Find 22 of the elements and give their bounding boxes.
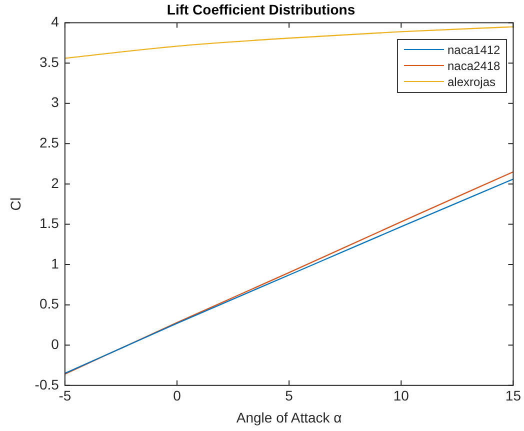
x-tick-label: 10 <box>393 388 410 404</box>
y-tick-label: 4 <box>51 14 60 30</box>
y-tick-label: 1 <box>51 255 60 272</box>
y-tick-label: 3.5 <box>39 54 60 70</box>
y-axis-title: Cl <box>7 197 24 211</box>
y-tick-label: 0.5 <box>39 296 60 312</box>
x-tick-label: 15 <box>505 388 522 404</box>
y-tick-label: 3 <box>51 94 60 110</box>
x-tick-label: 5 <box>285 388 294 404</box>
chart-title: Lift Coefficient Distributions <box>166 1 356 18</box>
y-tick-label: 2 <box>51 174 60 191</box>
y-tick-label: 1.5 <box>39 215 60 232</box>
legend-label: naca1412 <box>448 42 500 57</box>
legend-label: alexrojas <box>448 74 496 89</box>
line-series <box>64 26 514 59</box>
y-tick-label: 2.5 <box>39 134 60 151</box>
y-tick-label: -0.5 <box>34 376 60 392</box>
x-axis-title: Angle of Attack α <box>236 409 342 426</box>
x-tick-label: 0 <box>173 388 182 404</box>
x-tick-label: -5 <box>58 388 72 404</box>
legend-label: naca2418 <box>448 58 500 73</box>
y-tick-label: 0 <box>51 336 60 352</box>
